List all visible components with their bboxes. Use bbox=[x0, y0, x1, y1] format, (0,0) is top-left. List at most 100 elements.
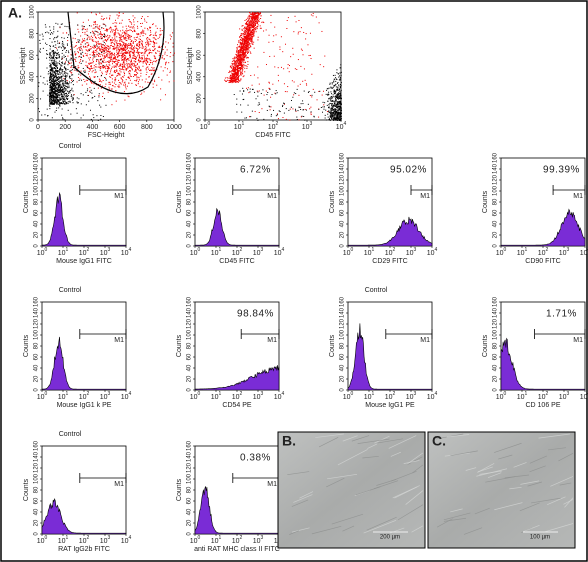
event-dot bbox=[56, 102, 58, 104]
event-dot bbox=[86, 42, 88, 44]
event-dot bbox=[257, 17, 259, 19]
event-dot bbox=[300, 116, 302, 118]
event-dot bbox=[137, 83, 139, 85]
event-dot bbox=[114, 52, 116, 54]
event-dot bbox=[128, 19, 130, 21]
event-dot bbox=[95, 63, 97, 65]
event-dot bbox=[51, 83, 53, 85]
event-dot bbox=[239, 42, 241, 44]
event-dot bbox=[328, 103, 330, 105]
event-dot bbox=[88, 50, 90, 52]
tick-label: 160 bbox=[340, 152, 346, 163]
event-dot bbox=[130, 76, 132, 78]
event-dot bbox=[96, 48, 98, 50]
event-dot bbox=[90, 38, 92, 40]
event-dot bbox=[333, 104, 335, 106]
event-dot bbox=[238, 64, 240, 66]
event-dot bbox=[252, 14, 254, 16]
event-dot bbox=[104, 35, 106, 37]
event-dot bbox=[234, 61, 236, 63]
event-dot bbox=[253, 25, 255, 27]
event-dot bbox=[145, 42, 147, 44]
event-dot bbox=[118, 33, 120, 35]
event-dot bbox=[108, 51, 110, 53]
event-dot bbox=[331, 112, 333, 114]
event-dot bbox=[253, 19, 255, 21]
event-dot bbox=[113, 39, 115, 41]
tick-label: 120 bbox=[34, 318, 40, 329]
event-dot bbox=[334, 104, 336, 106]
event-dot bbox=[128, 96, 130, 98]
event-dot bbox=[72, 67, 74, 69]
event-dot bbox=[338, 116, 340, 118]
event-dot bbox=[157, 37, 159, 39]
event-dot bbox=[89, 76, 91, 78]
event-dot bbox=[51, 50, 53, 52]
event-dot bbox=[132, 15, 134, 17]
event-dot bbox=[121, 81, 123, 83]
event-dot bbox=[55, 76, 57, 78]
event-dot bbox=[107, 68, 109, 70]
event-dot bbox=[97, 87, 99, 89]
event-dot bbox=[141, 31, 143, 33]
event-dot bbox=[232, 77, 234, 79]
event-dot bbox=[257, 77, 259, 79]
event-dot bbox=[145, 69, 147, 71]
event-dot bbox=[338, 79, 340, 81]
event-dot bbox=[338, 106, 340, 108]
event-dot bbox=[122, 80, 124, 82]
event-dot bbox=[65, 51, 67, 53]
event-dot bbox=[131, 62, 133, 64]
event-dot bbox=[94, 69, 96, 71]
event-dot bbox=[240, 66, 242, 68]
event-dot bbox=[141, 22, 143, 24]
event-dot bbox=[99, 84, 101, 86]
event-dot bbox=[305, 33, 307, 35]
event-dot bbox=[69, 63, 71, 65]
event-dot bbox=[123, 66, 125, 68]
event-dot bbox=[132, 31, 134, 33]
event-dot bbox=[124, 46, 126, 48]
event-dot bbox=[240, 79, 242, 81]
event-dot bbox=[114, 61, 116, 63]
event-dot bbox=[112, 58, 114, 60]
event-dot bbox=[114, 48, 116, 50]
tick-label: 104 bbox=[427, 247, 438, 257]
event-dot bbox=[332, 74, 334, 76]
event-dot bbox=[335, 98, 337, 100]
event-dot bbox=[91, 92, 93, 94]
event-dot bbox=[71, 65, 73, 67]
event-dot bbox=[100, 58, 102, 60]
event-dot bbox=[340, 110, 342, 112]
event-dot bbox=[113, 47, 115, 49]
event-dot bbox=[121, 66, 123, 68]
event-dot bbox=[138, 51, 140, 53]
event-dot bbox=[258, 17, 260, 19]
event-dot bbox=[303, 31, 305, 33]
event-dot bbox=[149, 64, 151, 66]
event-dot bbox=[137, 76, 139, 78]
event-dot bbox=[250, 32, 252, 34]
event-dot bbox=[246, 46, 248, 48]
event-dot bbox=[49, 53, 51, 55]
event-dot bbox=[238, 80, 240, 82]
event-dot bbox=[336, 101, 338, 103]
event-dot bbox=[110, 59, 112, 61]
event-dot bbox=[168, 81, 170, 83]
event-dot bbox=[139, 52, 141, 54]
event-dot bbox=[242, 55, 244, 57]
event-dot bbox=[110, 69, 112, 71]
event-dot bbox=[133, 21, 135, 23]
event-dot bbox=[336, 96, 338, 98]
event-dot bbox=[136, 32, 138, 34]
event-dot bbox=[295, 110, 297, 112]
event-dot bbox=[64, 25, 66, 27]
event-dot bbox=[81, 41, 83, 43]
event-dot bbox=[245, 41, 247, 43]
event-dot bbox=[322, 101, 324, 103]
event-dot bbox=[120, 47, 122, 49]
event-dot bbox=[55, 72, 57, 74]
event-dot bbox=[124, 57, 126, 59]
event-dot bbox=[52, 86, 54, 88]
event-dot bbox=[62, 88, 64, 90]
